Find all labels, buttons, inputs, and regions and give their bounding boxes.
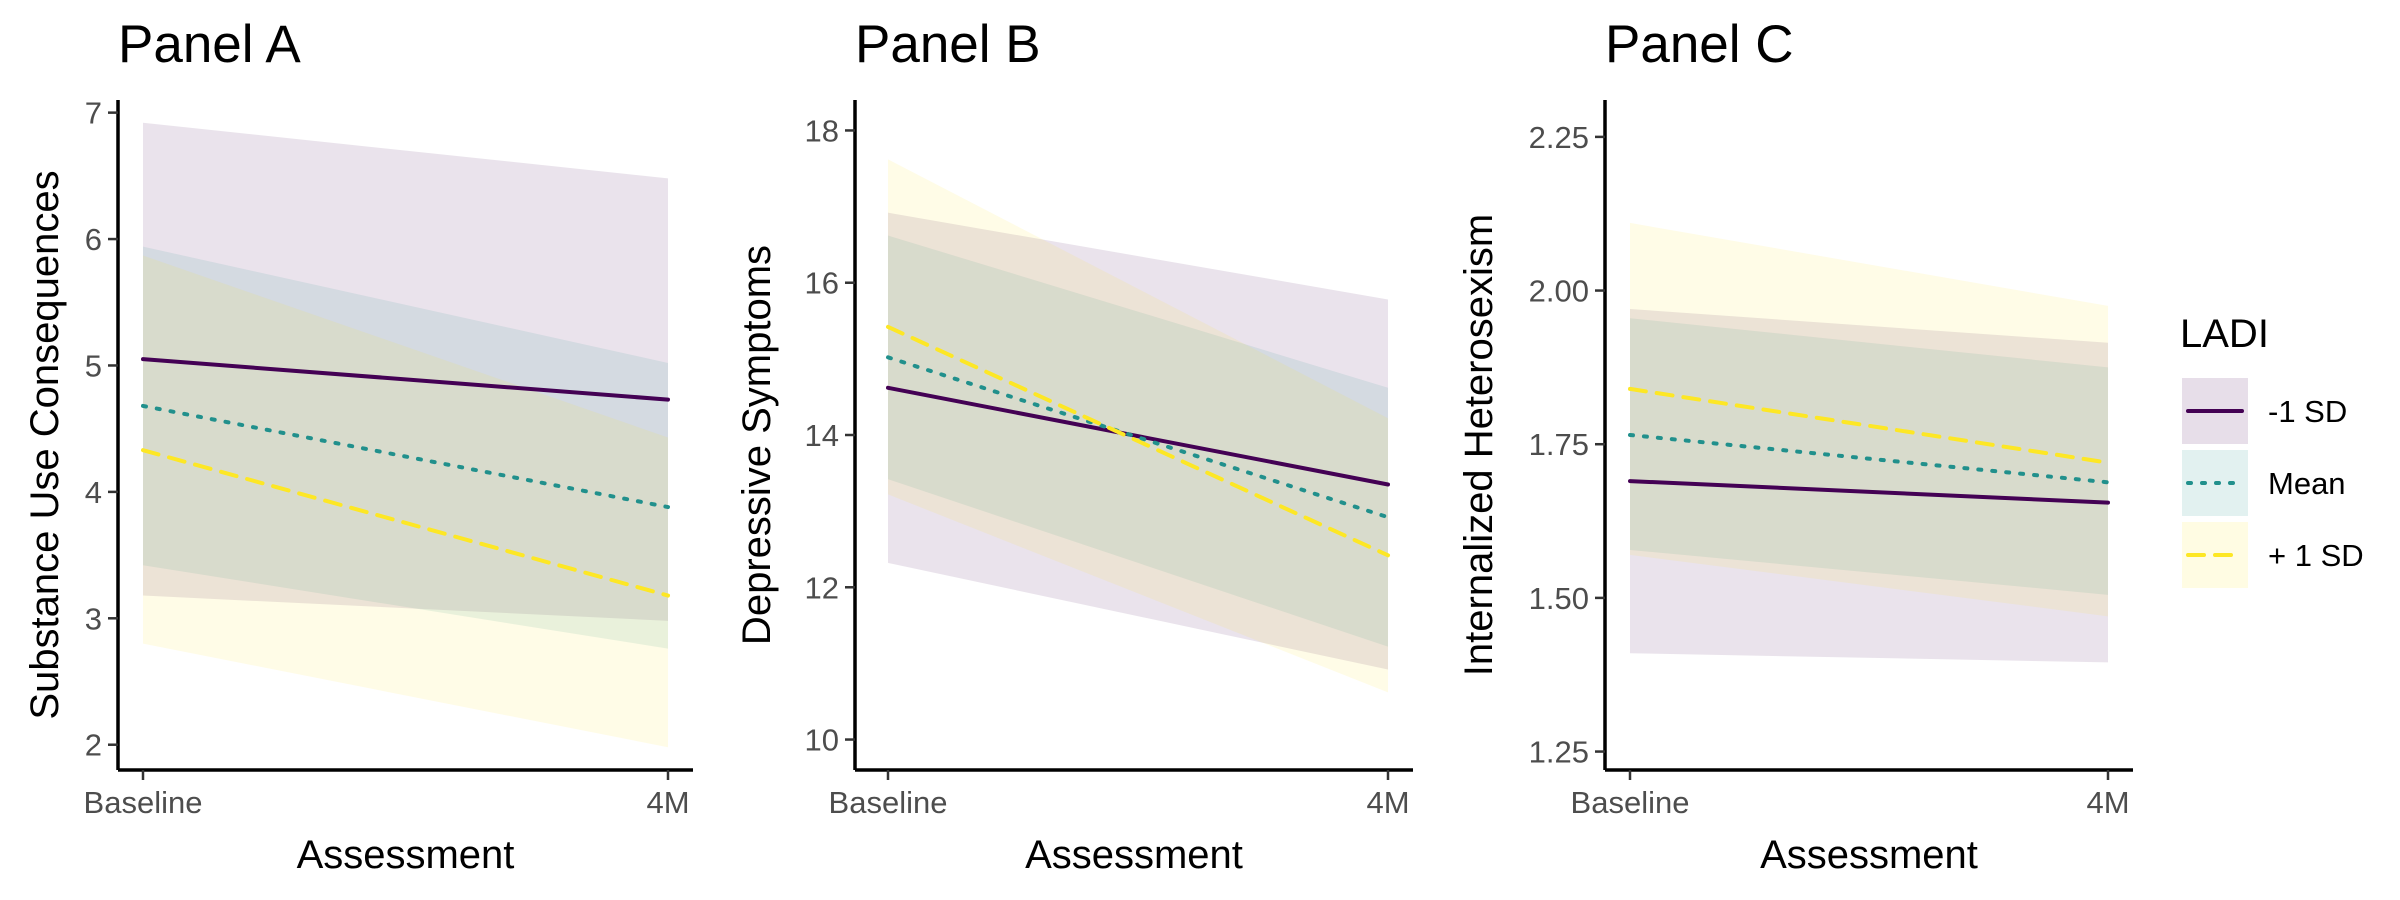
x-axis-title: Assessment <box>1760 833 1978 877</box>
y-tick-label: 2.00 <box>1529 274 1589 309</box>
x-tick-label: 4M <box>2086 785 2129 820</box>
y-tick-label: 4 <box>85 475 102 510</box>
x-tick-label: Baseline <box>84 785 203 820</box>
ribbon-mean <box>1630 318 2108 595</box>
y-tick-label: 6 <box>85 222 102 257</box>
ribbon-mean <box>143 246 668 649</box>
y-tick-label: 10 <box>805 723 839 758</box>
ribbon--1-sd <box>143 255 668 748</box>
y-tick-label: 12 <box>805 570 839 605</box>
line--1-sd <box>886 324 1390 558</box>
x-axis-title: Assessment <box>297 833 515 877</box>
y-axis-title: Substance Use Consequences <box>23 170 67 719</box>
panel-title: Panel A <box>118 15 301 74</box>
line-mean <box>1628 433 2110 485</box>
y-tick-label: 3 <box>85 601 102 636</box>
legend-title: LADI <box>2180 312 2269 356</box>
legend-label: -1 SD <box>2268 394 2347 429</box>
line--1-sd <box>1628 479 2110 505</box>
y-tick-label: 2.25 <box>1529 120 1589 155</box>
ribbon--1-sd <box>1630 222 2108 617</box>
legend-label: Mean <box>2268 466 2346 501</box>
panel-title: Panel C <box>1605 15 1794 74</box>
legend-item--1-sd: -1 SD <box>2182 378 2347 444</box>
panel-c: 1.25 1.50 1.75 2.00 2.25 Baseline 4M Panel C Ass… <box>1457 15 2133 877</box>
legend: LADI -1 SD Mean + 1 SD <box>2180 312 2364 588</box>
x-tick-label: Baseline <box>1571 785 1690 820</box>
panel-a: 2 3 4 5 6 7 Baseline 4M Panel A Assessment Substan… <box>23 15 693 877</box>
ribbon--1-sd <box>888 159 1388 693</box>
line-mean <box>141 403 670 510</box>
y-tick-label: 2 <box>85 728 102 763</box>
panel-b: 10 12 14 16 18 Baseline 4M Panel B Assessment Dep… <box>735 15 1413 877</box>
line--1-sd <box>1628 386 2110 465</box>
line--1-sd <box>141 357 670 402</box>
y-tick-label: 18 <box>805 113 839 148</box>
x-axis-title: Assessment <box>1025 833 1243 877</box>
ribbon--1-sd <box>143 122 668 621</box>
line-mean <box>886 355 1390 520</box>
y-tick-label: 16 <box>805 266 839 301</box>
y-tick-label: 1.50 <box>1529 581 1589 616</box>
y-tick-label: 5 <box>85 348 102 383</box>
y-tick-label: 7 <box>85 96 102 131</box>
line--1-sd <box>141 448 670 598</box>
legend-item--1-sd: + 1 SD <box>2182 522 2364 588</box>
x-tick-label: 4M <box>646 785 689 820</box>
panel-title: Panel B <box>855 15 1041 74</box>
y-axis-title: Internalized Heterosexism <box>1457 214 1501 676</box>
y-axis-title: Depressive Symptoms <box>735 245 779 645</box>
y-tick-label: 14 <box>805 418 839 453</box>
legend-item-mean: Mean <box>2182 450 2346 516</box>
legend-label: + 1 SD <box>2268 538 2364 573</box>
y-tick-label: 1.75 <box>1529 427 1589 462</box>
line--1-sd <box>886 385 1390 487</box>
x-tick-label: Baseline <box>829 785 948 820</box>
y-tick-label: 1.25 <box>1529 735 1589 770</box>
x-tick-label: 4M <box>1366 785 1409 820</box>
ribbon--1-sd <box>1630 308 2108 663</box>
panels: 2 3 4 5 6 7 Baseline 4M Panel A Assessment Substan… <box>23 15 2133 877</box>
